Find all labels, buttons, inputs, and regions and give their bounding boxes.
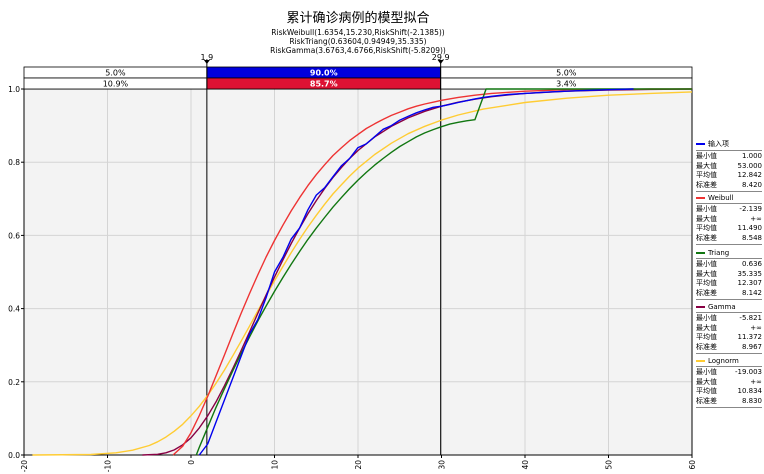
- stat-value: -2.139: [739, 205, 762, 213]
- x-tick-label: 50: [605, 460, 614, 470]
- series-line-Weibull: [172, 88, 692, 456]
- x-tick-label: 20: [354, 460, 363, 470]
- stat-value: 11.372: [737, 333, 763, 341]
- stat-label: 平均值: [696, 279, 717, 287]
- stat-value: 1.000: [741, 152, 762, 160]
- x-axis-ticks: -20 -10 0 10 20 30 40 50 60: [20, 455, 697, 472]
- legend-name: Weibull: [708, 194, 734, 202]
- stat-label: 标准差: [696, 396, 717, 405]
- stat-label: 标准差: [696, 180, 717, 189]
- y-tick-label: 0.8: [8, 158, 20, 167]
- x-tick-label: 40: [521, 460, 530, 470]
- band-right-label: 5.0%: [556, 69, 577, 78]
- y-tick-label: 0.2: [8, 378, 20, 387]
- chart-subtitle-3: RiskGamma(3.6763,4.6766,RiskShift(-5.820…: [270, 46, 446, 55]
- stat-value: 8.142: [741, 288, 762, 297]
- cdf-curves: [32, 88, 693, 456]
- left-marker-label: 1.9: [200, 53, 213, 62]
- y-tick-label: 0.4: [8, 305, 20, 314]
- legend-swatch: [696, 252, 705, 254]
- stat-value: 12.307: [737, 279, 763, 287]
- y-tick-label: 1.0: [8, 85, 20, 94]
- band-middle-label: 90.0%: [310, 69, 338, 78]
- band-left-label: 5.0%: [105, 69, 126, 78]
- stat-value: -5.821: [739, 314, 762, 322]
- chart-subtitle-2: RiskTriang(0.63604,0.94949,35.335): [289, 37, 426, 46]
- x-tick-label: 60: [688, 460, 697, 470]
- stat-value: 53.000: [737, 161, 763, 170]
- stat-value: -19.003: [734, 368, 762, 376]
- legend-swatch: [696, 306, 705, 308]
- stat-label: 最小值: [696, 314, 717, 322]
- probability-bands: 5.0% 90.0% 5.0% 10.9% 85.7% 3.4%: [23, 66, 693, 90]
- y-axis-ticks: 0.0 0.2 0.4 0.6 0.8 1.0: [8, 85, 24, 460]
- stat-label: 最小值: [696, 152, 717, 160]
- stat-value: +∞: [750, 323, 762, 332]
- legend-name: Gamma: [708, 303, 736, 311]
- legend-entry-weibull: Weibull 最小值 -2.139 最大值 +∞ 平均值 11.490 标准差 8.5…: [696, 194, 762, 245]
- stat-label: 平均值: [696, 333, 717, 341]
- left-marker-arrow: [203, 60, 210, 64]
- stat-value: 8.967: [741, 342, 762, 351]
- stat-label: 平均值: [696, 171, 717, 179]
- legend-swatch: [696, 360, 705, 362]
- stat-label: 最小值: [696, 260, 717, 268]
- stat-label: 最小值: [696, 205, 717, 213]
- stat-value: +∞: [750, 377, 762, 386]
- stat-label: 平均值: [696, 224, 717, 232]
- band-right-label: 3.4%: [556, 80, 577, 89]
- stat-value: 11.490: [737, 224, 763, 232]
- right-marker-label: 29.9: [432, 53, 450, 62]
- legend-name: Lognorm: [708, 357, 739, 365]
- x-tick-label: -20: [20, 460, 29, 472]
- legend-name: Triang: [708, 249, 730, 257]
- stat-value: 12.842: [737, 171, 763, 179]
- series-line-Lognorm: [32, 91, 693, 456]
- y-tick-label: 0.0: [8, 451, 20, 460]
- x-tick-label: 30: [438, 460, 447, 470]
- stat-value: 8.830: [741, 396, 762, 405]
- stat-value: 8.420: [741, 180, 762, 189]
- x-tick-label: -10: [104, 460, 113, 472]
- legend-entry-gamma: Gamma 最小值 -5.821 最大值 +∞ 平均值 11.372 标准差 8.967: [696, 303, 762, 354]
- band-left-label: 10.9%: [103, 80, 129, 89]
- legend-swatch: [696, 197, 705, 199]
- stat-value: 0.636: [741, 260, 762, 268]
- legend-entry-triang: Triang 最小值 0.636 最大值 35.335 平均值 12.307 标准差 8…: [696, 249, 762, 300]
- stat-value: 8.548: [741, 233, 762, 242]
- right-marker-arrow: [437, 60, 444, 64]
- stat-label: 标准差: [696, 233, 717, 242]
- legend-entry-lognorm: Lognorm 最小值 -19.003 最大值 +∞ 平均值 10.834 标准差 8.…: [696, 357, 762, 408]
- stat-label: 最大值: [696, 214, 717, 223]
- chart-title: 累计确诊病例的模型拟合: [286, 10, 429, 26]
- stat-label: 最大值: [696, 269, 717, 278]
- stat-label: 最大值: [696, 377, 717, 386]
- chart-subtitle-1: RiskWeibull(1.6354,15.230,RiskShift(-2.1…: [271, 28, 444, 37]
- legend-swatch: [696, 143, 705, 145]
- legend-entry-input: 输入项 最小值 1.000 最大值 53.000 平均值 12.842 标准差 8.42…: [696, 139, 762, 192]
- x-tick-label: 0: [187, 460, 196, 465]
- stat-label: 最大值: [696, 323, 717, 332]
- band-middle-label: 85.7%: [310, 80, 338, 89]
- y-tick-label: 0.6: [8, 231, 20, 240]
- stat-value: 10.834: [737, 387, 763, 395]
- legend-name: 输入项: [708, 140, 729, 148]
- stat-label: 最大值: [696, 161, 717, 170]
- stat-label: 标准差: [696, 288, 717, 297]
- stat-value: 35.335: [737, 269, 763, 278]
- series-line-输入项: [198, 88, 634, 456]
- x-tick-label: 10: [271, 460, 280, 470]
- stat-label: 标准差: [696, 342, 717, 351]
- stat-value: +∞: [750, 214, 762, 223]
- stat-label: 平均值: [696, 387, 717, 395]
- stat-label: 最小值: [696, 368, 717, 376]
